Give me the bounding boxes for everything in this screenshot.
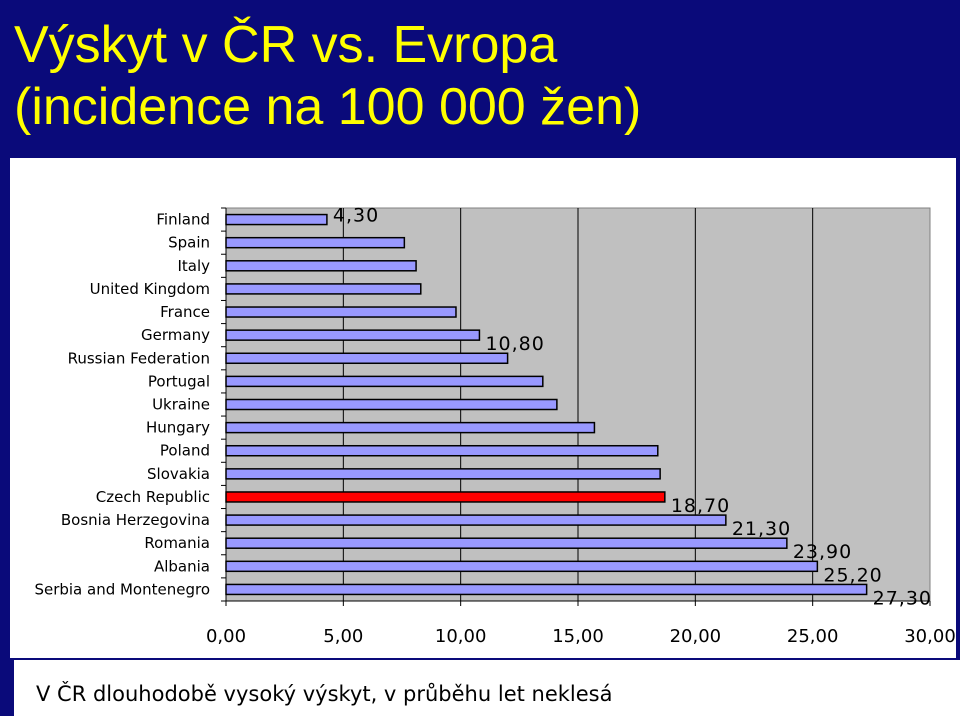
- x-tick-label: 30,00: [904, 626, 956, 647]
- category-label: France: [160, 303, 210, 321]
- data-label: 10,80: [485, 333, 544, 355]
- bar: [225, 491, 666, 503]
- bar: [225, 375, 544, 388]
- slide-title: Výskyt v ČR vs. Evropa (incidence na 100…: [14, 14, 641, 138]
- x-tick-label: 25,00: [787, 626, 839, 647]
- bar: [225, 352, 509, 365]
- category-label: Russian Federation: [68, 349, 210, 367]
- bar: [225, 468, 661, 480]
- bar: [225, 514, 727, 526]
- category-label: Albania: [154, 557, 210, 575]
- chart-area: 0,00 5,00 10,00 15,00 20,00 25,00 30,00 Finland…: [10, 158, 956, 658]
- x-tick-label: 0,00: [206, 626, 246, 647]
- footer: V ČR dlouhodobě vysoký výskyt, v průběhu…: [14, 660, 960, 716]
- bar: [225, 236, 406, 249]
- x-tick-label: 20,00: [670, 626, 722, 647]
- title-line-1: Výskyt v ČR vs. Evropa: [14, 16, 558, 74]
- category-label: Slovakia: [147, 465, 210, 483]
- bar: [225, 329, 481, 341]
- category-label: Serbia and Montenegro: [34, 580, 210, 598]
- category-label: Spain: [168, 234, 210, 252]
- x-tick-label: 5,00: [323, 626, 363, 647]
- title-line-2: (incidence na 100 000 žen): [14, 78, 642, 136]
- category-label: Ukraine: [152, 396, 210, 414]
- bar: [225, 398, 558, 411]
- category-label: Italy: [177, 257, 210, 275]
- data-label: 4,30: [333, 205, 379, 227]
- bar: [225, 260, 417, 272]
- category-label: Finland: [156, 211, 210, 229]
- bar: [225, 213, 328, 226]
- category-label: Portugal: [148, 372, 210, 390]
- x-tick-label: 10,00: [435, 626, 487, 647]
- data-label: 27,30: [873, 587, 932, 609]
- data-label: 23,90: [793, 541, 852, 563]
- footer-text: V ČR dlouhodobě vysoký výskyt, v průběhu…: [36, 682, 613, 706]
- bar: [225, 421, 596, 434]
- category-label: Romania: [144, 534, 210, 552]
- bar: [225, 283, 422, 295]
- category-label: United Kingdom: [90, 280, 210, 298]
- category-label: Germany: [141, 326, 210, 344]
- category-label: Hungary: [146, 419, 210, 437]
- bar: [225, 444, 659, 457]
- x-tick-label: 15,00: [552, 626, 604, 647]
- bar: [225, 560, 819, 573]
- data-label: 18,70: [671, 495, 730, 517]
- data-label: 25,20: [823, 564, 882, 586]
- category-label: Poland: [160, 442, 210, 460]
- bar: [225, 537, 788, 549]
- bar-chart: 0,00 5,00 10,00 15,00 20,00 25,00 30,00 Finland…: [34, 205, 956, 647]
- bar: [225, 583, 868, 596]
- category-label: Czech Republic: [96, 488, 210, 506]
- data-label: 21,30: [732, 518, 791, 540]
- bar: [225, 306, 457, 318]
- category-label: Bosnia Herzegovina: [61, 511, 210, 529]
